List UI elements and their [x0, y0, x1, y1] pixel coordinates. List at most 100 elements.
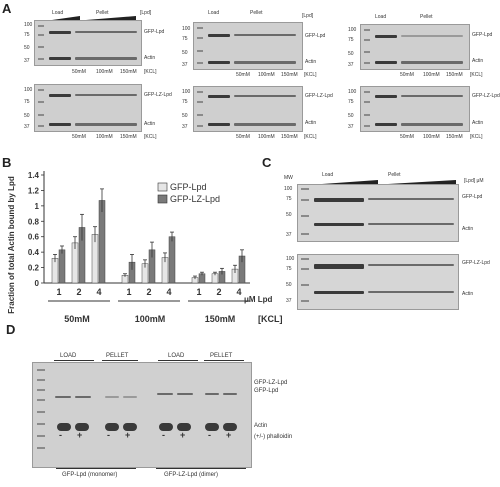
kcl-value: 150mM	[446, 72, 463, 78]
mw-marker: 37	[348, 124, 354, 130]
bottom-label-monomer: GFP-Lpd (monomer)	[62, 472, 118, 478]
mw-marker: 37	[24, 124, 30, 130]
pellet-label: Pellet	[420, 14, 433, 20]
band-label-actin: Actin	[254, 423, 268, 429]
band-label-actin: Actin	[144, 55, 156, 61]
band-label-gfp-lpd: GFP-Lpd	[462, 194, 483, 200]
kcl-value: 100mM	[96, 134, 113, 140]
band-label-actin: Actin	[305, 59, 317, 65]
load-label: Load	[375, 14, 387, 20]
band-label-actin: Actin	[144, 121, 156, 127]
mw-marker: 50	[348, 51, 354, 57]
kcl-value: 100mM	[96, 69, 113, 75]
mw-marker: 37	[286, 232, 292, 238]
mw-marker: 100	[182, 89, 191, 95]
panel-b-label: B	[2, 155, 12, 170]
wedge	[388, 180, 456, 184]
mw-marker: 37	[24, 58, 30, 64]
y-tick-label: 1.2	[28, 186, 40, 195]
group-label-50mm: 50mM	[64, 314, 90, 324]
phalloidin-minus: -	[208, 430, 211, 440]
bar-gfp-lz-lpd	[58, 249, 66, 284]
mw-marker: 100	[24, 22, 33, 28]
x-tick-label: 4	[96, 287, 101, 297]
mw-marker: 50	[182, 113, 188, 119]
phalloidin-plus: +	[180, 430, 186, 440]
band-label-gfp-lz-lpd: GFP-LZ-Lpd	[144, 92, 172, 98]
mw-marker: 37	[286, 298, 292, 304]
mw-marker: 50	[182, 50, 188, 56]
phalloidin-label: (+/-) phalloidin	[254, 434, 293, 440]
bar-gfp-lz-lpd	[168, 236, 176, 284]
gel-image	[32, 362, 252, 468]
load-label: Load	[322, 172, 334, 178]
wedge	[86, 16, 136, 20]
x-tick-label: 1	[126, 287, 131, 297]
y-tick-label: 0.6	[28, 233, 40, 242]
panel-d-label: D	[6, 322, 16, 337]
bottom-label-dimer: GFP-LZ-Lpd (dimer)	[164, 472, 219, 478]
x-tick-label: 4	[166, 287, 171, 297]
group-label-100mm: 100mM	[135, 314, 166, 324]
y-tick-label: 0	[35, 279, 40, 288]
kcl-value: 100mM	[258, 134, 275, 140]
gel-image	[193, 22, 303, 70]
mw-marker: 100	[348, 27, 357, 33]
band-label-gfp-lpd: GFP-Lpd	[144, 29, 165, 35]
bar-gfp-lz-lpd	[98, 200, 106, 284]
band-label-actin: Actin	[462, 226, 474, 232]
phalloidin-minus: -	[107, 430, 110, 440]
pellet-label: Pellet	[250, 10, 263, 16]
phalloidin-minus: -	[59, 430, 62, 440]
kcl-value: 100mM	[423, 72, 440, 78]
mw-marker: 75	[348, 99, 354, 105]
mw-marker: 50	[348, 113, 354, 119]
band-label-gfp-lz-lpd: GFP-LZ-Lpd	[462, 260, 490, 266]
x-tick-label: 1	[196, 287, 201, 297]
phalloidin-minus: -	[162, 430, 165, 440]
gel-image	[193, 86, 303, 132]
y-tick-label: 0.4	[28, 248, 40, 257]
gel-image	[34, 20, 142, 66]
mw-marker: 50	[24, 113, 30, 119]
mw-marker: 100	[286, 256, 295, 262]
phalloidin-plus: +	[77, 430, 83, 440]
mw-marker: 75	[348, 37, 354, 43]
kcl-label: [KCL]	[470, 72, 483, 78]
mw-marker: 75	[24, 32, 30, 38]
y-tick-label: 1	[35, 202, 40, 211]
band-label-gfp-lpd: GFP-Lpd	[472, 32, 493, 38]
band-label-actin: Actin	[472, 120, 484, 126]
gel-image	[360, 86, 470, 132]
kcl-value: 50mM	[400, 72, 414, 78]
kcl-value: 50mM	[72, 134, 86, 140]
pellet-label: Pellet	[96, 10, 109, 16]
load-label: Load	[52, 10, 64, 16]
kcl-label: [KCL]	[470, 134, 483, 140]
kcl-value: 150mM	[446, 134, 463, 140]
mw-marker: 75	[286, 196, 292, 202]
mw-marker: 75	[182, 99, 188, 105]
legend-label-gfp-lpd: GFP-Lpd	[170, 182, 207, 192]
panel-a-label: A	[2, 1, 12, 16]
phalloidin-plus: +	[125, 430, 131, 440]
x-tick-label: 2	[216, 287, 221, 297]
band-label-actin: Actin	[462, 291, 474, 297]
mw-marker: 100	[284, 186, 293, 192]
mw-marker: 37	[182, 124, 188, 130]
band-label-gfp-lpd: GFP-Lpd	[305, 33, 326, 39]
mw-marker: 75	[286, 266, 292, 272]
mw-label: MW	[284, 175, 293, 181]
y-tick-label: 1.4	[28, 171, 40, 180]
band-label-gfp-lz-lpd: GFP-LZ-Lpd	[472, 93, 500, 99]
header-load-1: LOAD	[60, 353, 77, 359]
x-unit-label: μM Lpd	[244, 295, 273, 304]
y-tick-label: 0.8	[28, 217, 40, 226]
group-label-150mm: 150mM	[205, 314, 236, 324]
wedge	[52, 16, 80, 20]
band-label-gfp-lz-lpd: GFP-LZ-Lpd	[305, 93, 333, 99]
mw-marker: 100	[182, 26, 191, 32]
band-label-actin: Actin	[472, 58, 484, 64]
kcl-value: 150mM	[120, 134, 137, 140]
pellet-label: Pellet	[388, 172, 401, 178]
